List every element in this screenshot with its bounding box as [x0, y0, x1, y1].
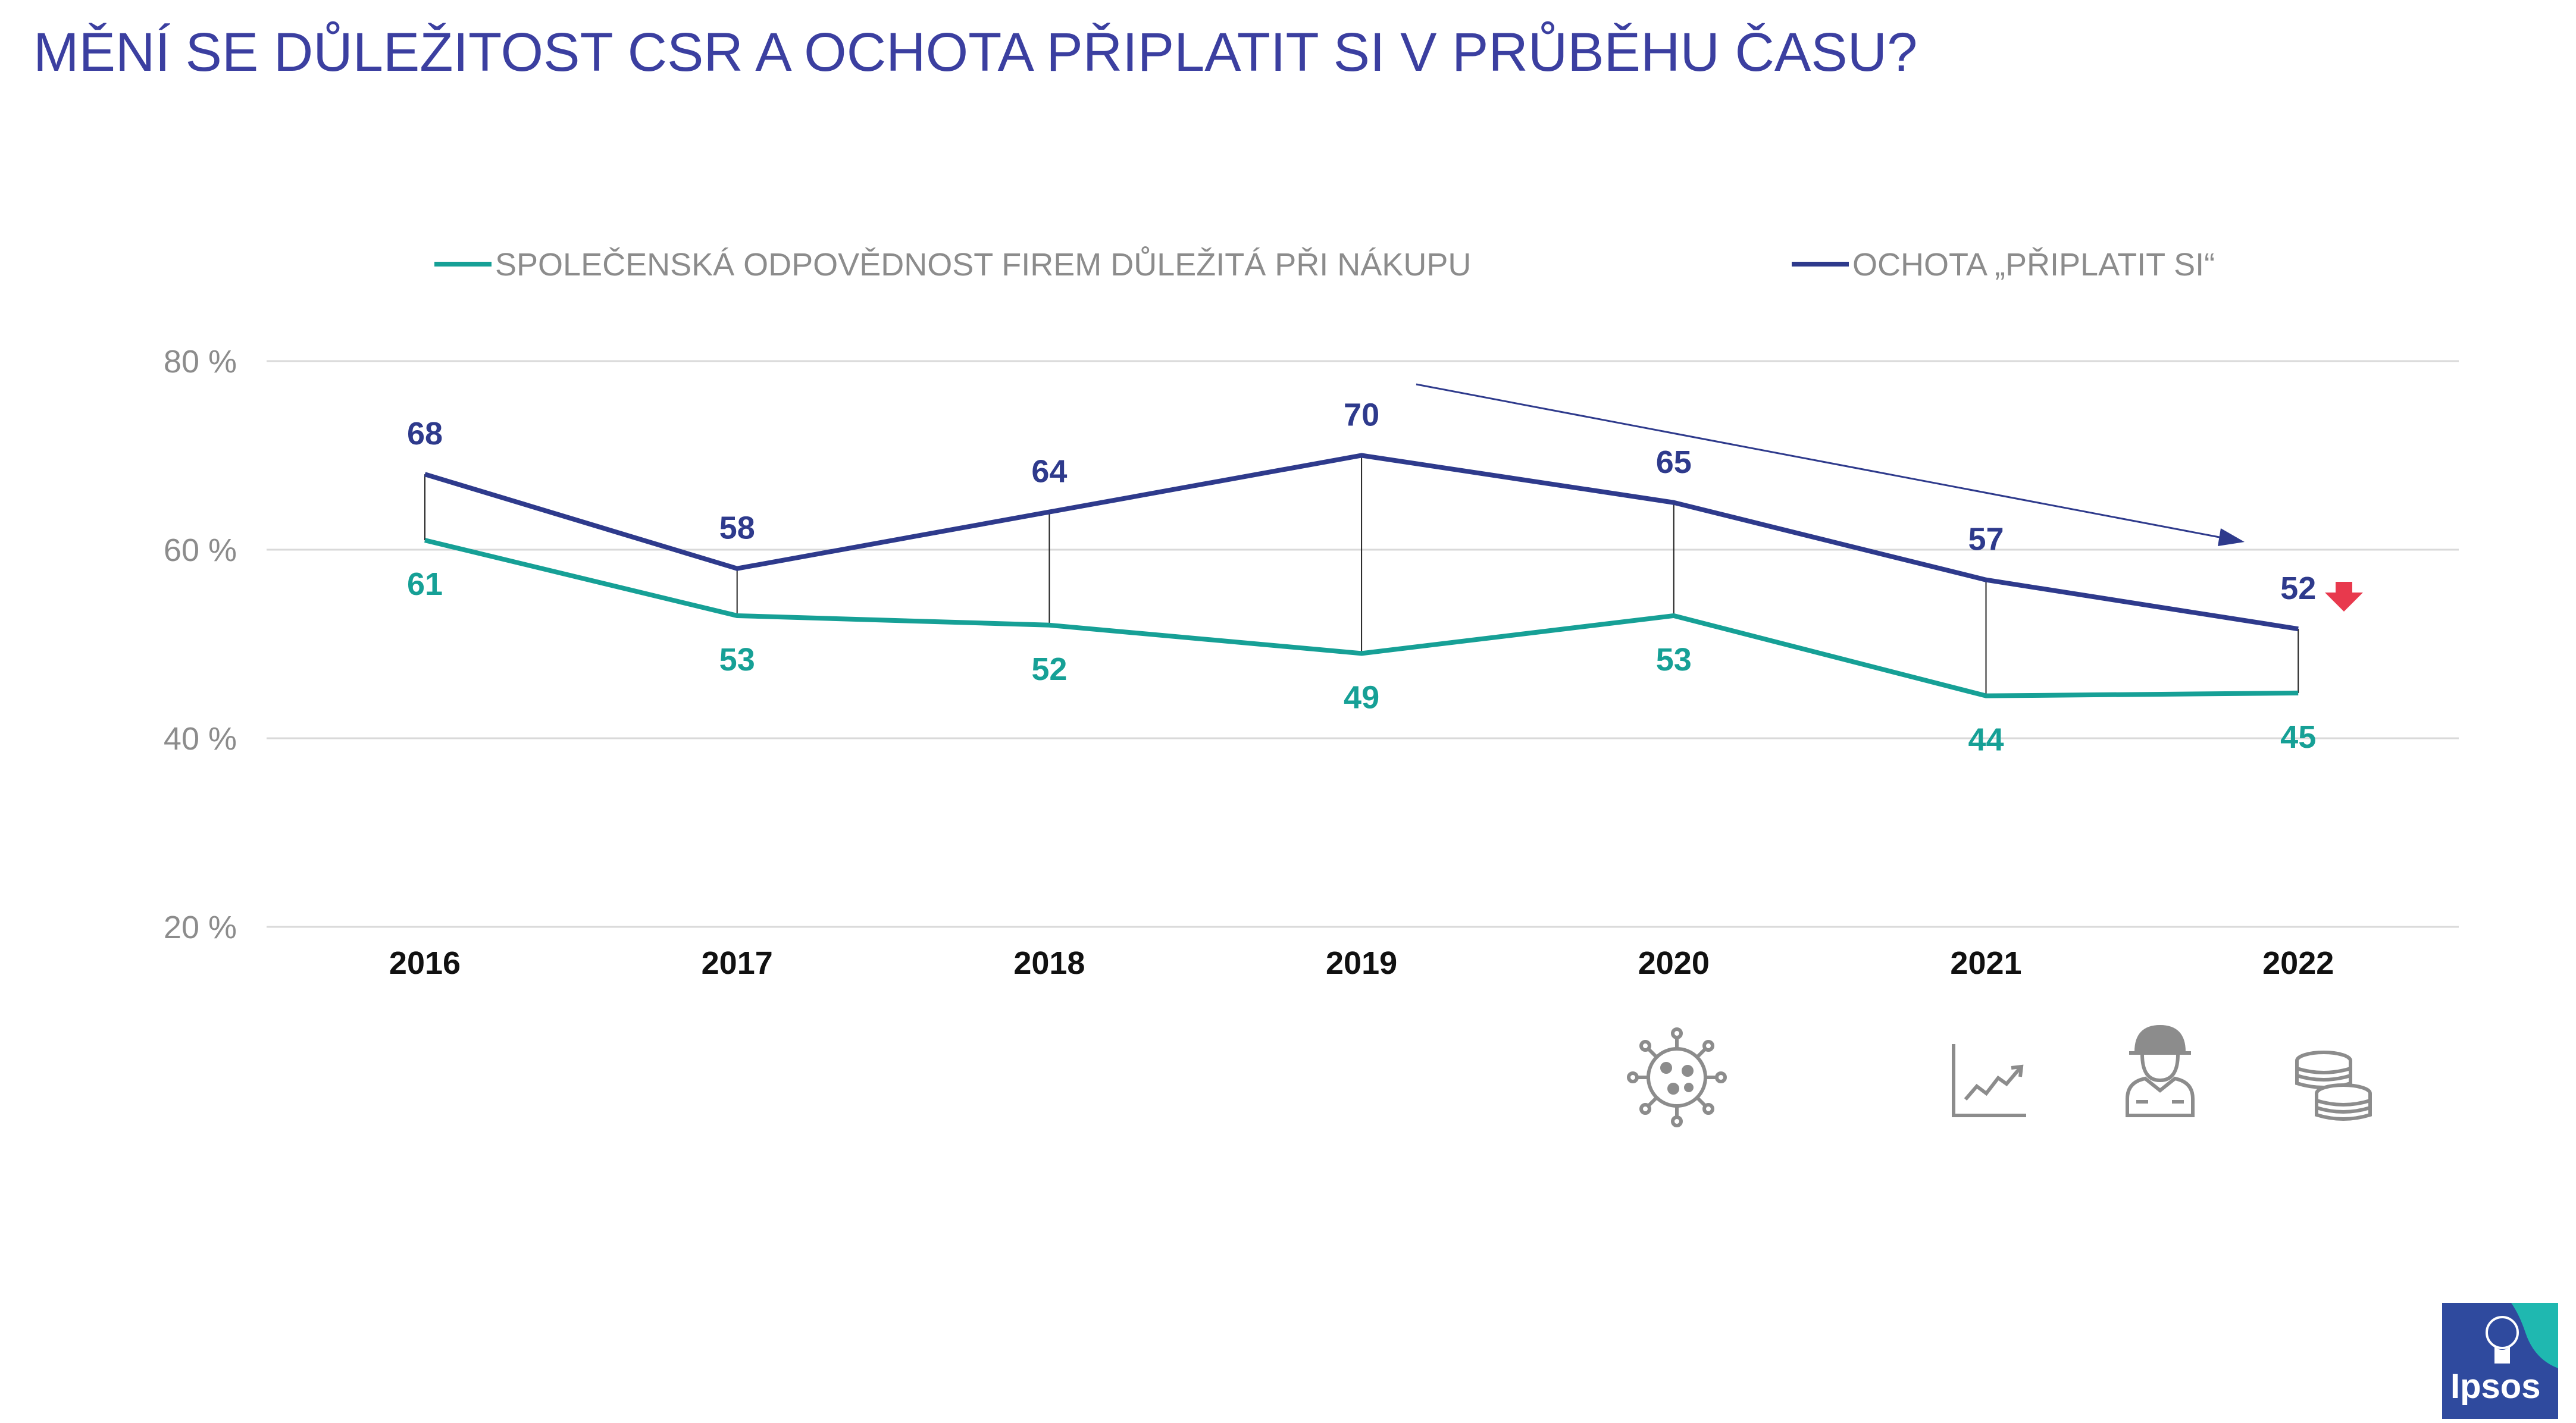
- data-label-pay-2017: 58: [719, 510, 755, 546]
- x-tick-label: 2018: [1013, 945, 1085, 981]
- y-tick-label: 60 %: [164, 532, 237, 568]
- data-label-pay-2021: 57: [1968, 522, 2004, 557]
- series-line-csr: [424, 538, 2299, 698]
- data-label-csr-2020: 53: [1656, 642, 1692, 678]
- down-arrow-icon: [2325, 582, 2363, 612]
- logo-text: Ipsos: [2450, 1367, 2541, 1406]
- data-label-csr-2022: 45: [2280, 719, 2316, 755]
- x-tick-label: 2022: [2262, 945, 2334, 981]
- virus-icon: [1627, 1027, 1727, 1127]
- x-axis-labels: 2016 2017 2018 2019 2020 2021 2022: [389, 945, 2334, 981]
- soldier-icon: [2126, 1024, 2195, 1117]
- ipsos-logo: Ipsos: [2442, 1303, 2558, 1419]
- data-label-csr-2018: 52: [1031, 651, 1067, 687]
- x-tick-label: 2016: [389, 945, 461, 981]
- data-label-pay-2019: 70: [1344, 397, 1379, 433]
- trend-arrow: [1416, 383, 2245, 546]
- data-label-pay-2022: 52: [2280, 571, 2316, 606]
- data-label-csr-2021: 44: [1968, 722, 2004, 758]
- series-layer: [424, 453, 2299, 698]
- x-tick-label: 2020: [1638, 945, 1710, 981]
- coins-icon: [2295, 1051, 2372, 1121]
- data-label-csr-2016: 61: [407, 566, 443, 602]
- x-tick-label: 2017: [702, 945, 773, 981]
- y-tick-label: 80 %: [164, 344, 237, 380]
- y-tick-label: 20 %: [164, 910, 237, 945]
- x-tick-label: 2021: [1950, 945, 2021, 981]
- data-label-csr-2017: 53: [719, 642, 755, 678]
- legend: SPOLEČENSKÁ ODPOVĚDNOST FIREM DŮLEŽITÁ P…: [434, 246, 2215, 283]
- data-labels: 68 61 58 53 64 52 70 49 65 53 57 44 52 45: [407, 397, 2316, 758]
- data-label-pay-2020: 65: [1656, 444, 1692, 480]
- series-line-pay: [424, 453, 2299, 632]
- legend-label-pay: OCHOTA „PŘIPLATIT SI“: [1852, 247, 2215, 283]
- legend-label-csr: SPOLEČENSKÁ ODPOVĚDNOST FIREM DŮLEŽITÁ P…: [495, 246, 1471, 283]
- grid-layer: 80 % 60 % 40 % 20 %: [164, 344, 2459, 945]
- y-tick-label: 40 %: [164, 721, 237, 757]
- data-label-pay-2018: 64: [1031, 454, 1067, 490]
- page-title: MĚNÍ SE DŮLEŽITOST CSR A OCHOTA PŘIPLATI…: [33, 22, 1918, 83]
- data-label-csr-2019: 49: [1344, 679, 1379, 715]
- data-label-pay-2016: 68: [407, 416, 443, 452]
- drop-lines: [424, 455, 2299, 696]
- growth-chart-icon: [1952, 1044, 2026, 1117]
- x-tick-label: 2019: [1326, 945, 1397, 981]
